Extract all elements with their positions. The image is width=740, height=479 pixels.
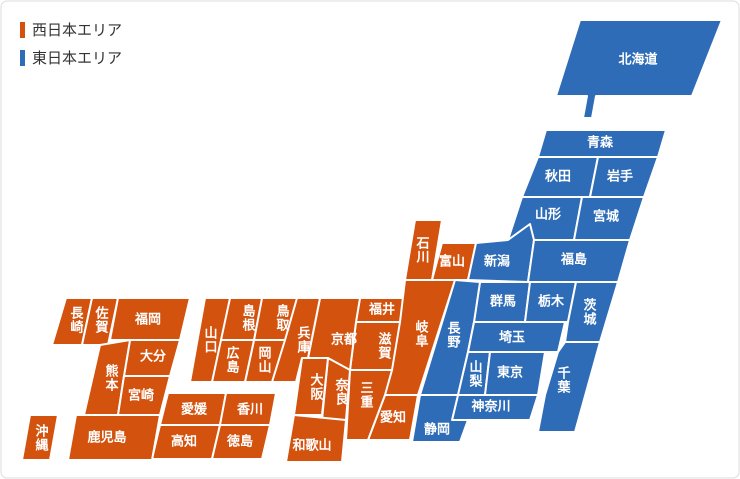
- prefecture-label: 秋田: [545, 169, 571, 185]
- legend-label: 東日本エリア: [32, 49, 122, 67]
- prefecture-label: 宮崎: [128, 388, 154, 404]
- prefecture: [189, 297, 231, 383]
- prefecture-label: 大阪: [308, 372, 324, 401]
- prefecture-label: 福岡: [134, 312, 161, 328]
- prefecture-label: 佐賀: [93, 305, 110, 334]
- prefecture-label: 広島: [224, 345, 240, 374]
- prefecture: [537, 341, 601, 433]
- prefecture-label: 埼玉: [499, 330, 525, 346]
- prefecture: [555, 19, 723, 119]
- prefecture-label: 茨城: [581, 297, 597, 326]
- prefecture-label: 熊本: [103, 363, 119, 392]
- prefecture-label: 宮城: [593, 209, 619, 225]
- prefecture-label: 大分: [140, 349, 166, 365]
- prefecture-label: 鳥取: [274, 303, 290, 332]
- prefecture-label: 沖縄: [33, 423, 49, 452]
- prefecture-label: 兵庫: [295, 325, 311, 354]
- prefecture-label: 群馬: [490, 294, 516, 310]
- prefecture-label: 山形: [535, 207, 561, 223]
- prefecture-label: 愛知: [380, 410, 406, 426]
- prefecture: [293, 357, 329, 416]
- prefecture: [285, 414, 347, 463]
- prefecture-label: 石川: [414, 236, 431, 264]
- prefecture-label: 三重: [358, 381, 374, 409]
- prefecture-label: 島根: [240, 303, 256, 332]
- prefecture-label: 千葉: [555, 365, 572, 394]
- prefecture-label: 福井: [368, 302, 395, 318]
- prefecture-label: 徳島: [226, 434, 253, 450]
- prefecture-label: 奈良: [333, 377, 350, 406]
- legend-swatch: [20, 22, 25, 38]
- prefecture-label: 新潟: [484, 254, 510, 270]
- prefecture-label: 香川: [236, 402, 263, 418]
- legend-label: 西日本エリア: [32, 21, 122, 39]
- prefecture-label: 静岡: [424, 422, 450, 438]
- prefecture: [211, 424, 271, 460]
- legend-swatch: [20, 50, 25, 66]
- prefecture-label: 東京: [497, 365, 523, 381]
- prefecture-label: 富山: [439, 254, 465, 270]
- prefecture-label: 長野: [445, 321, 461, 349]
- prefecture-label: 栃木: [538, 294, 565, 310]
- prefecture-label: 青森: [587, 135, 614, 151]
- prefecture-label: 高知: [171, 434, 197, 450]
- prefecture-label: 神奈川: [471, 399, 510, 415]
- prefecture: [411, 394, 469, 443]
- prefecture-label: 滋賀: [376, 331, 393, 360]
- prefecture-label: 愛媛: [181, 402, 208, 418]
- prefecture-label: 京都: [331, 332, 357, 348]
- prefecture-label: 山口: [202, 325, 217, 354]
- prefecture-label: 長崎: [68, 306, 84, 334]
- prefecture: [67, 414, 161, 461]
- prefecture-label: 北海道: [618, 52, 657, 68]
- prefecture-label: 岐阜: [413, 319, 429, 348]
- prefecture-label: 福島: [560, 252, 587, 268]
- prefecture-label: 和歌山: [292, 438, 331, 454]
- prefecture-label: 山梨: [467, 359, 484, 388]
- prefecture-label: 鹿児島: [87, 430, 126, 446]
- prefecture: [345, 369, 393, 441]
- prefecture-label: 岡山: [256, 346, 272, 374]
- prefecture: [21, 414, 59, 461]
- prefecture-label: 岩手: [606, 169, 633, 185]
